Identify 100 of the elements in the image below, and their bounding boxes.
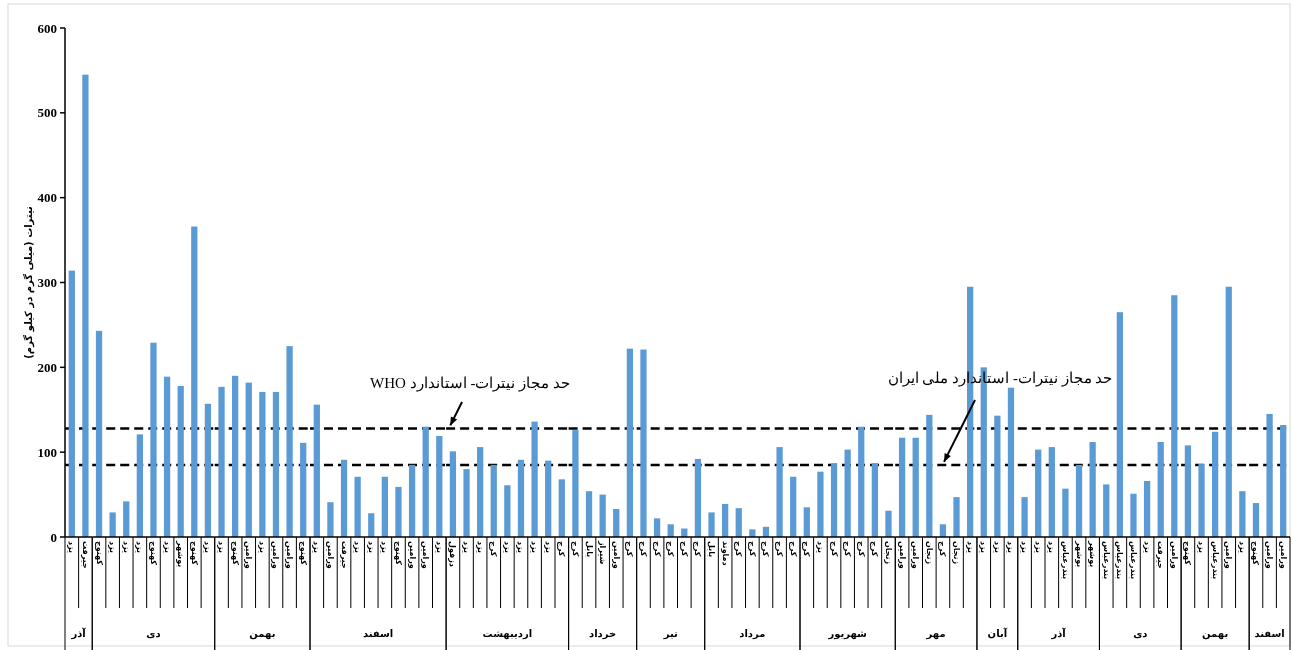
x-tick-label: کرج (638, 541, 648, 557)
x-axis-title: آذر (70, 626, 87, 640)
x-tick-label: زنجان (924, 541, 934, 565)
x-tick-label: ورامین (611, 541, 621, 569)
y-tick-label: 300 (37, 275, 57, 290)
x-tick-label: یزد (380, 541, 390, 554)
x-axis-title: اسفند (362, 627, 394, 639)
y-tick-label: 200 (37, 359, 57, 375)
x-tick-label: کرج (625, 541, 635, 557)
x-axis-title: آبان (987, 626, 1008, 639)
x-tick-label: یزد (1237, 541, 1247, 554)
x-tick-label: یزد (543, 541, 553, 554)
x-tick-label: کرج (870, 541, 880, 557)
x-tick-label: یزد (1006, 541, 1016, 554)
x-tick-label: کهنوج (1251, 541, 1261, 566)
x-tick-label: بوشهر (1074, 540, 1084, 568)
x-tick-label: یزد (162, 541, 172, 554)
x-tick-label: یزد (1047, 541, 1057, 554)
x-tick-label: کرج (747, 541, 757, 557)
x-tick-label: بندرعباس (1127, 541, 1138, 580)
x-tick-label: جیرفت (1156, 541, 1166, 569)
x-tick-label: یزد (815, 541, 825, 554)
x-tick-label: یزد (462, 541, 472, 554)
y-tick-label: 0 (50, 529, 57, 545)
x-axis-title: بهمن (1202, 627, 1229, 640)
x-axis-title: بهمن (249, 627, 276, 640)
x-tick-label: کهنوج (94, 541, 104, 566)
x-tick-label: بندرعباس (1100, 541, 1111, 580)
x-tick-label: کرج (666, 541, 676, 557)
x-tick-label: یزد (67, 541, 77, 554)
y-tick-label: 400 (37, 190, 57, 206)
x-tick-label: بابل (707, 541, 717, 558)
x-tick-label: بابل (584, 541, 594, 558)
x-tick-label: ورامین (271, 541, 281, 569)
x-tick-label: کهنوج (1183, 541, 1193, 566)
x-tick-label: کرج (652, 541, 662, 557)
x-tick-label: کرج (775, 541, 785, 557)
x-tick-label: کرج (938, 541, 948, 557)
y-tick-label: 600 (37, 20, 57, 36)
x-tick-label: کهنوج (230, 541, 240, 566)
x-tick-label: ورامین (407, 541, 417, 569)
x-tick-label: بندرعباس (1209, 541, 1220, 580)
x-axis-title: خرداد (589, 627, 617, 640)
x-tick-label: کرج (693, 541, 703, 557)
x-tick-label: یزد (965, 541, 975, 554)
x-tick-label: یزد (353, 541, 363, 554)
x-tick-label: یزد (1197, 541, 1207, 554)
x-tick-label: کهنوج (393, 541, 403, 566)
y-tick-label: 500 (37, 105, 57, 121)
x-tick-label: ورامین (1169, 541, 1179, 569)
x-axis-title: دی (1133, 627, 1148, 639)
x-tick-label: ورامین (1278, 541, 1288, 569)
x-tick-label: کرج (489, 541, 499, 557)
x-tick-label: کرج (788, 541, 798, 557)
x-tick-label: بوشهر (176, 540, 186, 568)
x-tick-label: ورامین (325, 541, 335, 569)
x-tick-label: کهنوج (189, 541, 199, 566)
x-tick-label: یزد (121, 541, 131, 554)
x-tick-label: کرج (734, 541, 744, 557)
x-tick-label: یزد (312, 541, 322, 554)
y-tick-label: 100 (37, 444, 57, 460)
x-tick-label: کرج (570, 541, 580, 557)
x-tick-label: بندرعباس (1059, 541, 1070, 580)
x-tick-label: یزد (475, 541, 485, 554)
x-tick-label: کرج (829, 541, 839, 557)
x-axis-title: مرداد (739, 627, 766, 640)
x-tick-label: ورامین (421, 541, 431, 569)
x-tick-label: یزد (1033, 541, 1043, 554)
y-axis-title: نیترات (میلی گرم در کیلو گرم) (21, 206, 35, 359)
x-tick-label: دماوند (720, 541, 730, 566)
x-tick-label: کرج (843, 541, 853, 557)
x-tick-label: بوشهر (1088, 540, 1098, 568)
x-tick-label: یزد (1020, 541, 1030, 554)
x-tick-label: بندرعباس (1114, 541, 1125, 580)
x-tick-label: یزد (979, 541, 989, 554)
x-tick-label: کرج (679, 541, 689, 557)
x-tick-label: کرج (856, 541, 866, 557)
x-tick-label: ورامین (1265, 541, 1275, 569)
x-axis-title: اردیبهشت (482, 627, 533, 640)
x-tick-label: یزد (257, 541, 267, 554)
x-axis-title: دی (146, 627, 161, 639)
x-tick-label: زنجان (883, 541, 893, 565)
x-tick-label: یزد (366, 541, 376, 554)
x-tick-label: ورامین (244, 541, 254, 569)
x-tick-label: کرج (557, 541, 567, 557)
x-tick-label: دزفول (448, 541, 458, 567)
x-tick-label: ورامین (285, 541, 295, 569)
x-tick-label: یزد (203, 541, 213, 554)
x-tick-label: یزد (217, 541, 227, 554)
x-tick-label: کرج (761, 541, 771, 557)
x-tick-label: یزد (516, 541, 526, 554)
x-tick-label: کهنوج (298, 541, 308, 566)
x-axis-title: شهریور (827, 627, 868, 640)
x-axis-title: مهر (925, 627, 946, 640)
x-tick-label: ورامین (1224, 541, 1234, 569)
x-tick-label: جیرفت (80, 541, 90, 569)
x-tick-label: یزد (108, 541, 118, 554)
x-tick-label: کهنوج (148, 541, 158, 566)
x-tick-label: ورامین (897, 541, 907, 569)
x-tick-label: یزد (992, 541, 1002, 554)
